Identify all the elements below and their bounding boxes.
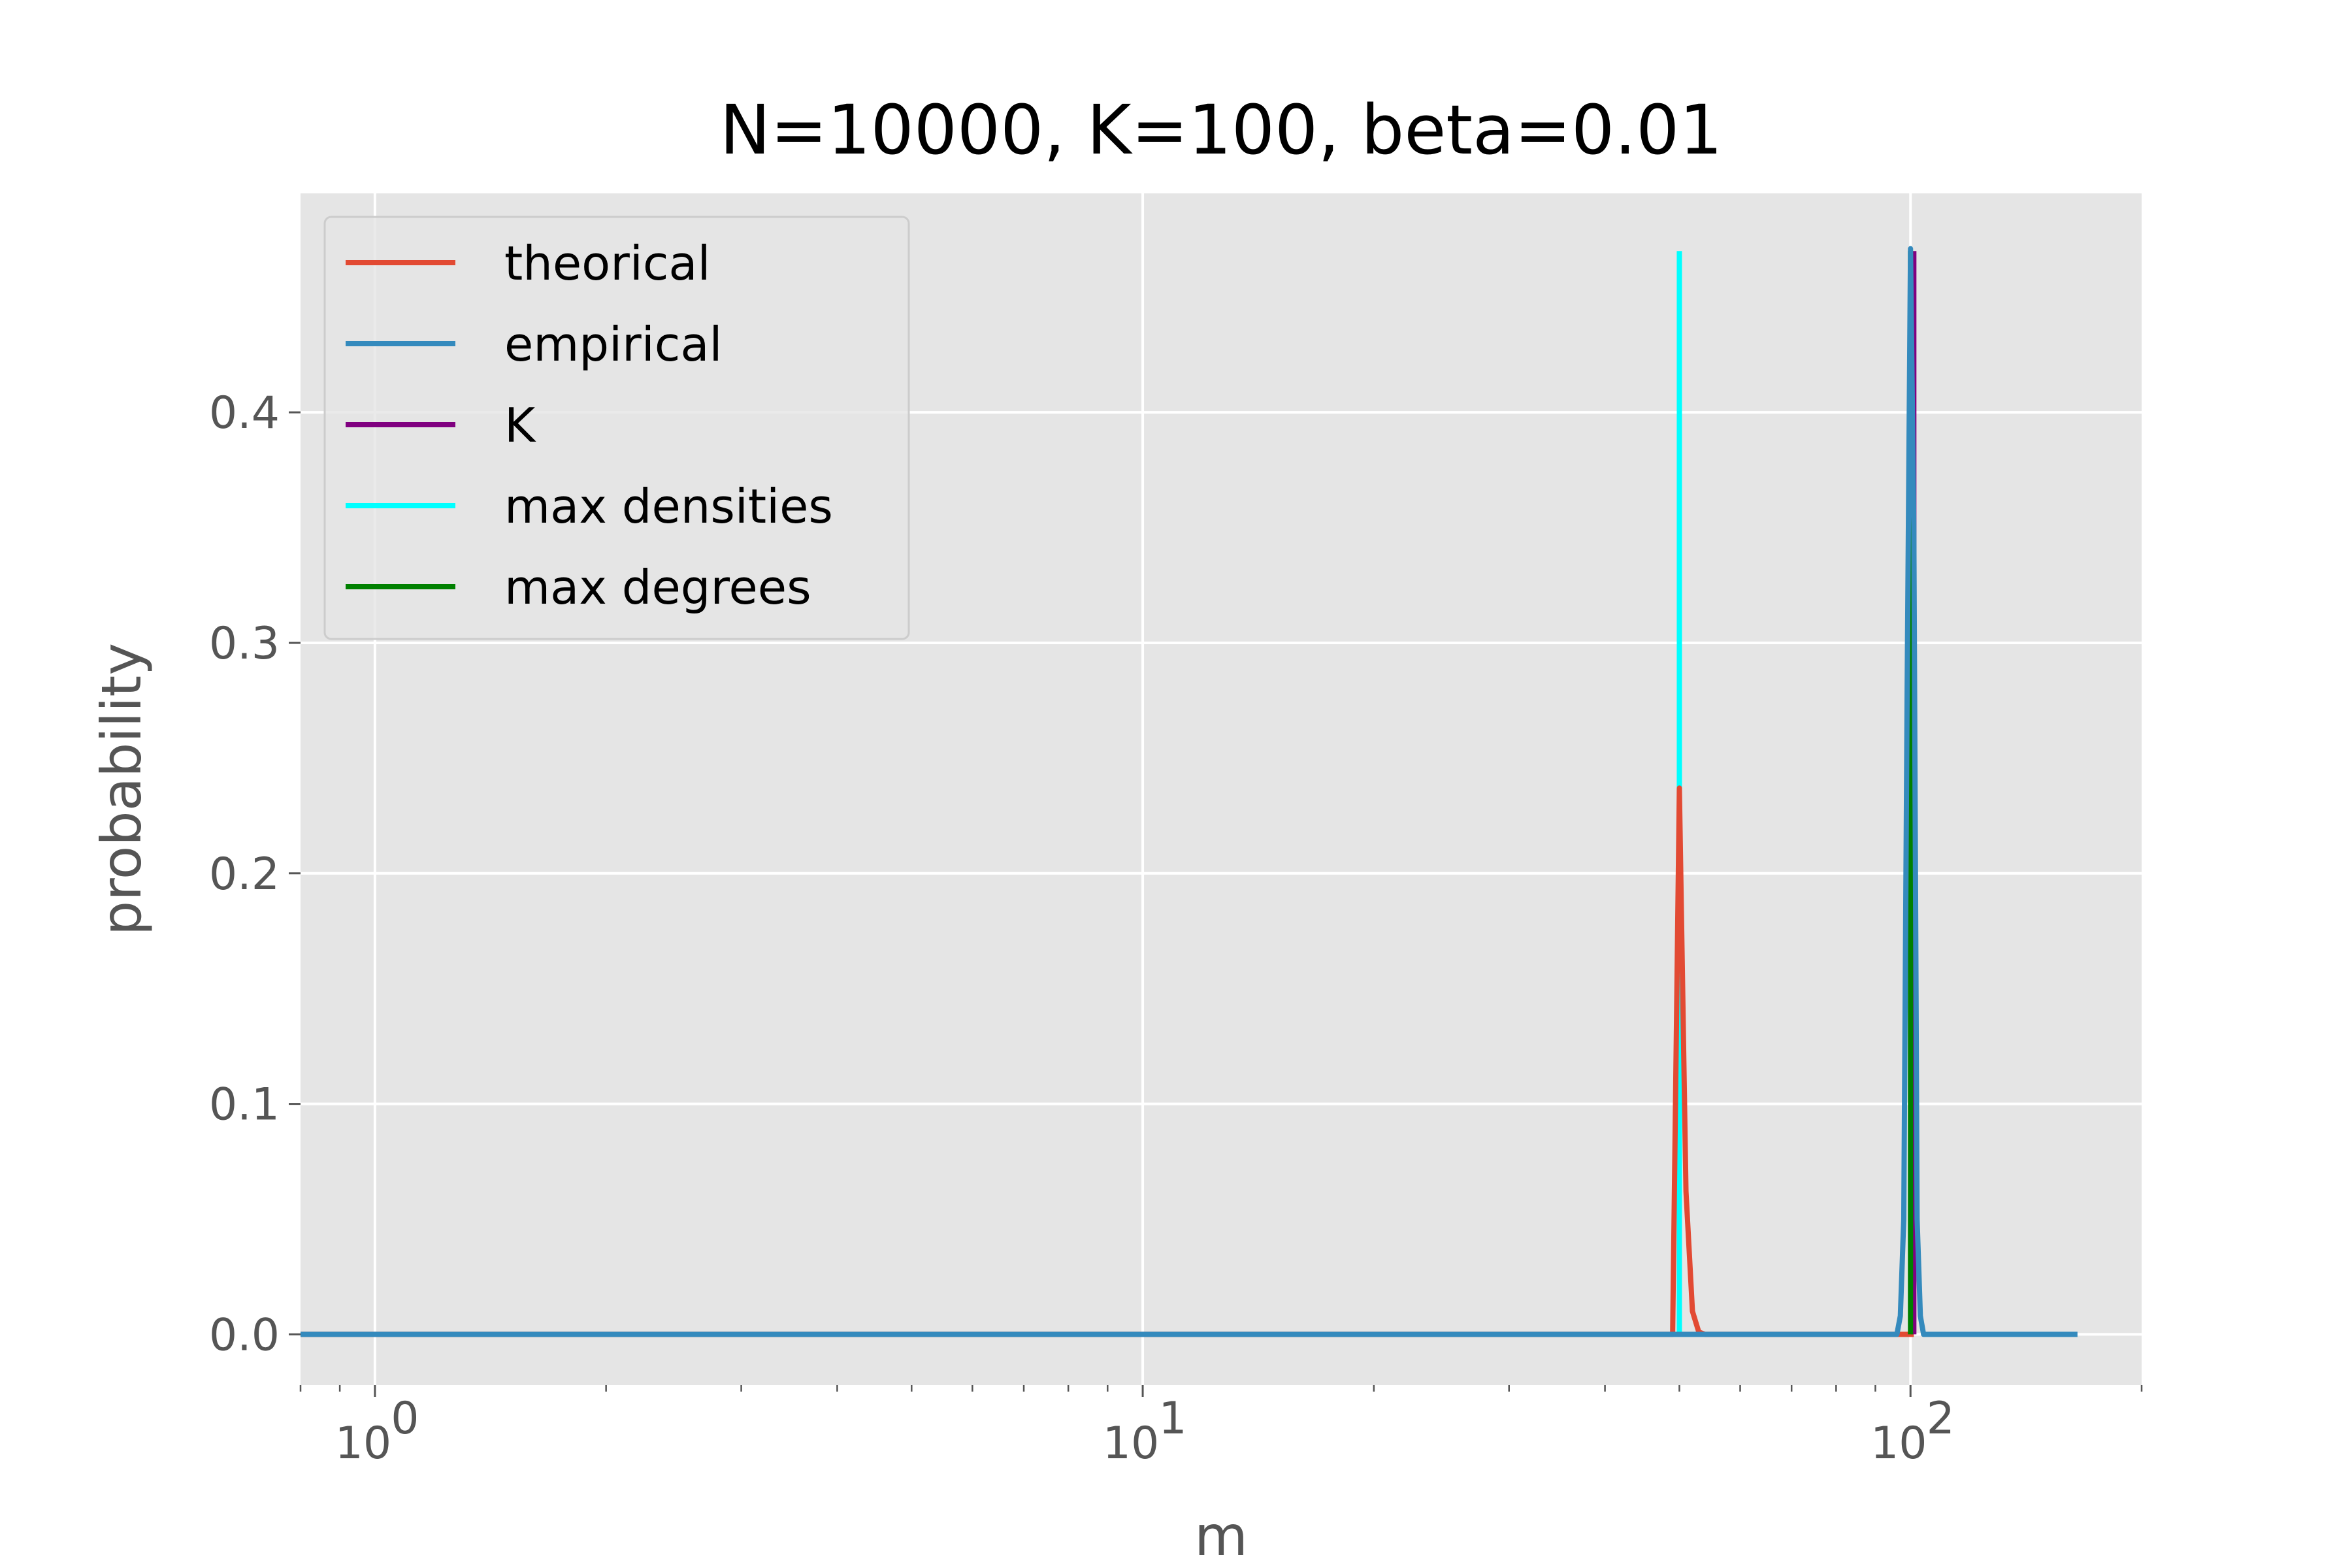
x-tick-exponent: 1 [1158, 1393, 1186, 1445]
legend-label: K [504, 398, 536, 453]
y-tick-label: 0.4 [209, 387, 280, 439]
y-tick-label: 0.3 [209, 618, 280, 670]
chart-title: N=10000, K=100, beta=0.01 [719, 90, 1722, 170]
y-axis-label: probability [90, 643, 154, 936]
series-line-empirical [301, 246, 2078, 1337]
x-tick-label: 10 [1103, 1418, 1160, 1469]
legend-label: max degrees [504, 560, 811, 615]
y-tick-label: 0.0 [209, 1309, 280, 1361]
series-lines [301, 246, 2078, 1337]
legend-label: max densities [504, 479, 833, 534]
x-tick-label: 10 [1870, 1418, 1927, 1469]
y-axis-ticks: 0.0 0.1 0.2 0.3 0.4 [209, 387, 301, 1361]
legend-label: theorical [504, 236, 711, 291]
y-tick-label: 0.2 [209, 849, 280, 900]
x-tick-exponent: 2 [1927, 1393, 1955, 1445]
x-axis-label: m [1194, 1504, 1248, 1568]
legend-box [323, 216, 910, 640]
legend-label: empirical [504, 317, 722, 372]
x-tick-label: 10 [335, 1418, 392, 1469]
y-tick-label: 0.1 [209, 1079, 280, 1131]
x-tick-exponent: 0 [391, 1393, 419, 1445]
x-axis-ticks: 10 0 10 1 10 2 [299, 1385, 2143, 1469]
